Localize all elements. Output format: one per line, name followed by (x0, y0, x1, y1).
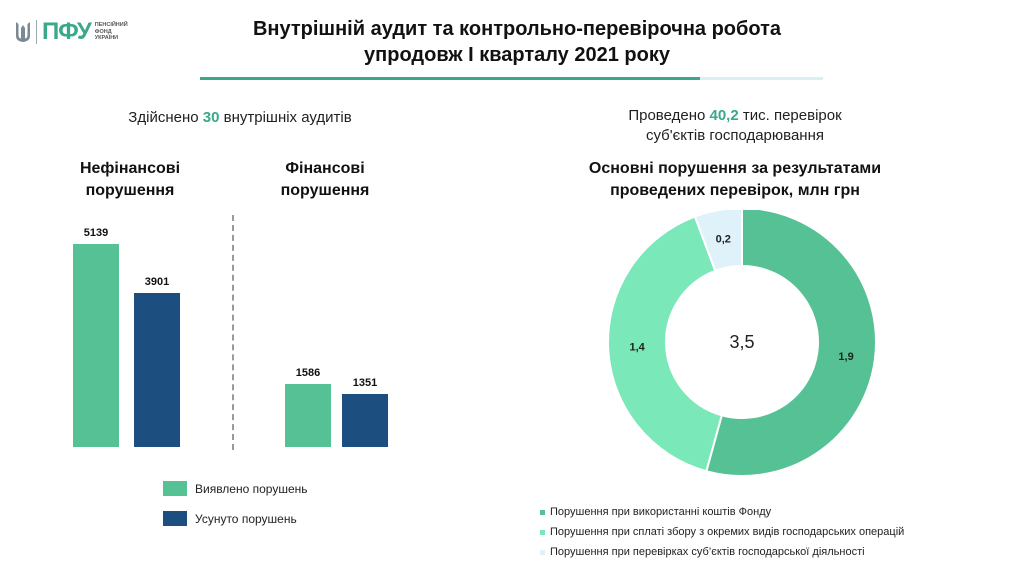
donut-chart: 1,9 1,4 0,2 3,5 (607, 210, 877, 477)
donut-slice-3 (693, 210, 743, 273)
audits-headline: Здійснено 30 внутрішніх аудитів (128, 109, 352, 126)
donut-legend-item-1: Порушення при використанні коштів Фонду (540, 506, 771, 518)
bar-detected-nonfinancial (73, 244, 119, 447)
page-title: Внутрішній аудит та контрольно-перевіроч… (252, 18, 782, 66)
logo-divider (36, 20, 37, 44)
group-title-financial: Фінансові порушення (280, 160, 370, 199)
donut-legend-swatch-1 (540, 509, 545, 515)
donut-title: Основні порушення за результатами провед… (588, 160, 882, 199)
trident-icon (16, 22, 30, 42)
logo-org-name: ПЕНСІЙНИЙ ФОНД УКРАЇНИ (94, 22, 128, 42)
legend-eliminated: Усунуто порушень (163, 511, 297, 526)
legend-swatch-eliminated (163, 511, 187, 526)
donut-slice-label: 0,2 (716, 234, 731, 246)
group-divider (232, 215, 234, 450)
legend-swatch-detected (163, 481, 187, 496)
pfu-logo: ПФУ ПЕНСІЙНИЙ ФОНД УКРАЇНИ (14, 20, 135, 44)
donut-legend-item-2: Порушення при сплаті збору з окремих вид… (540, 526, 904, 538)
bar-value-label: 1351 (352, 376, 378, 389)
legend-detected: Виявлено порушень (163, 481, 308, 496)
donut-legend-swatch-3 (540, 549, 545, 555)
donut-slice-2 (607, 215, 724, 473)
bar-value-label: 3901 (144, 275, 170, 288)
checks-headline: Проведено 40,2 тис. перевірок суб'єктів … (628, 107, 842, 144)
bar-eliminated-nonfinancial (134, 292, 180, 447)
donut-slice-label: 1,9 (838, 351, 853, 363)
bar-detected-financial (285, 384, 331, 447)
donut-total-label: 3,5 (729, 332, 754, 352)
donut-slice-1 (705, 210, 877, 477)
title-underline (200, 77, 700, 80)
title-underline-light (700, 77, 823, 80)
bar-eliminated-financial (342, 393, 388, 447)
donut-legend-swatch-2 (540, 529, 545, 535)
logo-wordmark: ПФУ (42, 18, 92, 45)
group-title-nonfinancial: Нефінансові порушення (79, 160, 181, 199)
donut-legend-item-3: Порушення при перевірках суб’єктів госпо… (540, 546, 865, 558)
donut-slice-label: 1,4 (629, 342, 645, 354)
bar-value-label: 5139 (83, 227, 109, 239)
bar-value-label: 1586 (295, 367, 321, 380)
